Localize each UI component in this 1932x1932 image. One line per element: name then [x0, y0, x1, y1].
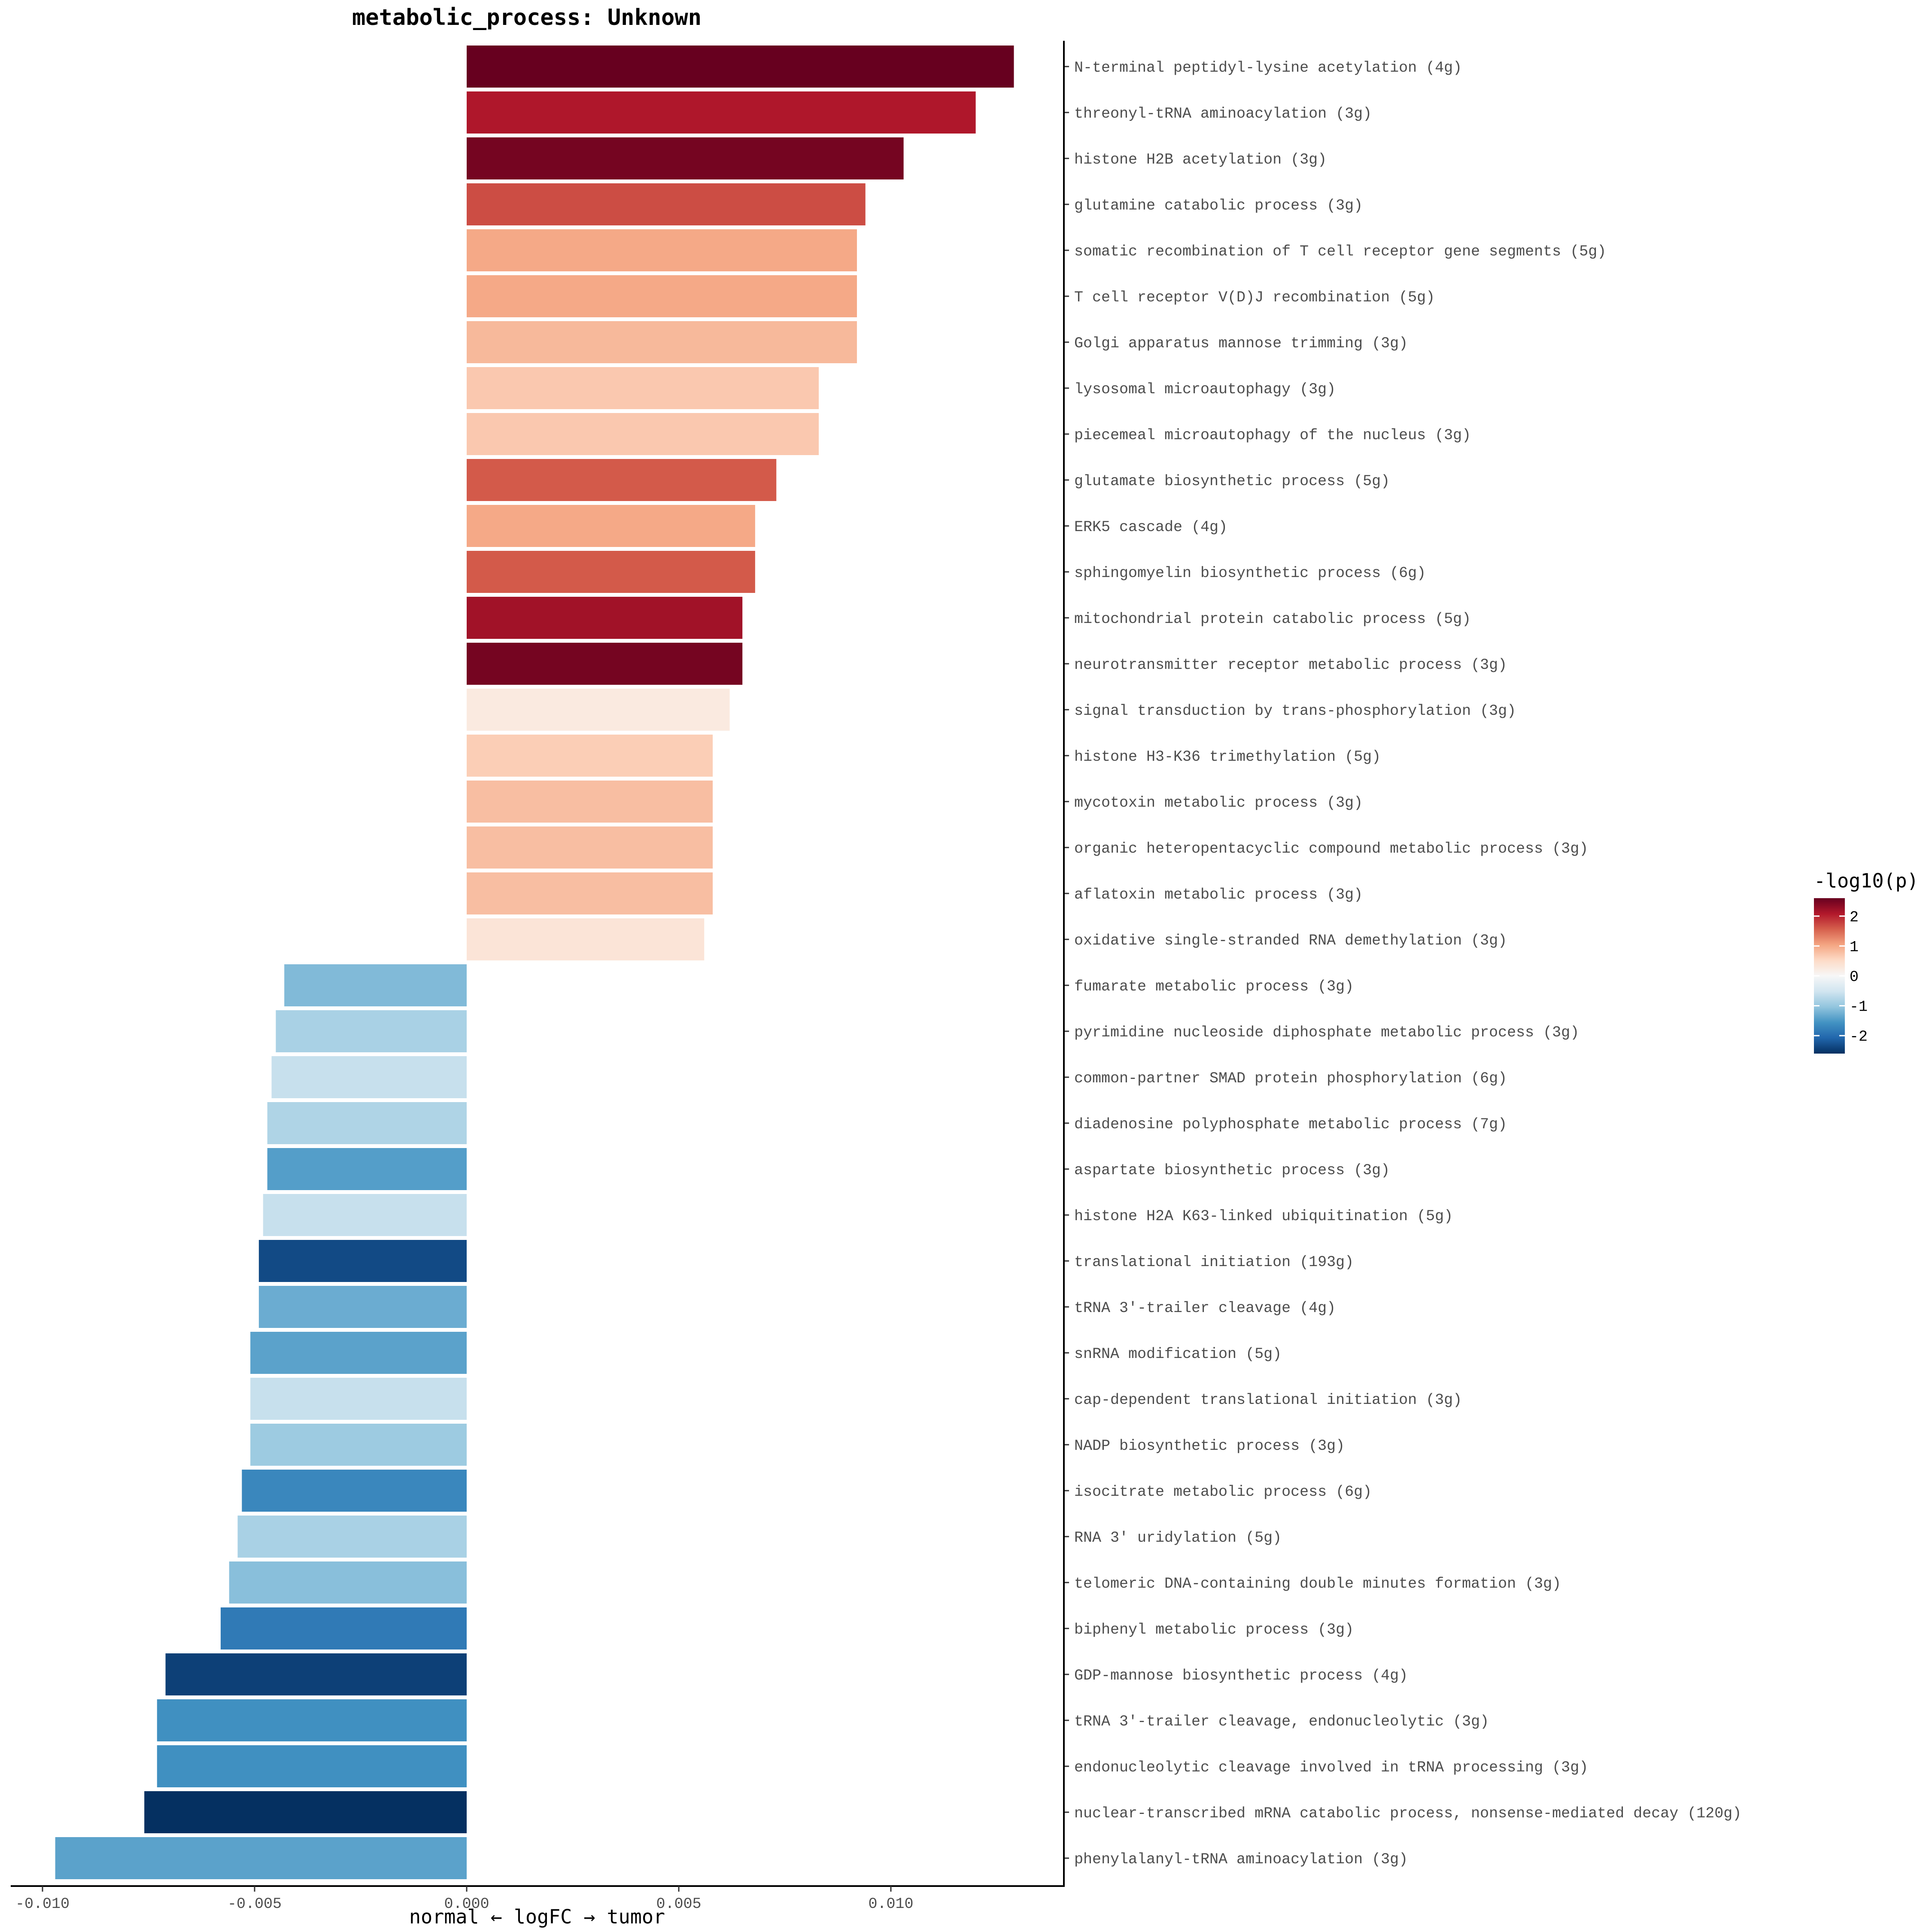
category-label: translational initiation (193g) — [1074, 1254, 1354, 1271]
category-label: signal transduction by trans-phosphoryla… — [1074, 702, 1516, 720]
category-label: tRNA 3'-trailer cleavage (4g) — [1074, 1300, 1336, 1317]
bar — [467, 229, 857, 271]
category-label: endonucleolytic cleavage involved in tRN… — [1074, 1759, 1588, 1776]
bar — [467, 413, 819, 455]
bar — [467, 183, 866, 225]
category-label: N-terminal peptidyl-lysine acetylation (… — [1074, 59, 1462, 76]
chart-title: metabolic_process: Unknown — [352, 5, 702, 30]
category-label: pyrimidine nucleoside diphosphate metabo… — [1074, 1024, 1579, 1041]
x-axis-ticks: -0.010 -0.005 0.000 0.005 0.010 — [15, 1886, 914, 1913]
bar — [157, 1745, 467, 1787]
legend-tick-label: -2 — [1850, 1028, 1868, 1045]
bar — [263, 1194, 467, 1236]
x-tick-label: 0.005 — [656, 1896, 701, 1913]
legend-tick-label: 2 — [1850, 909, 1859, 926]
x-tick-label: -0.005 — [228, 1896, 282, 1913]
category-label: mitochondrial protein catabolic process … — [1074, 611, 1471, 628]
category-label: nuclear-transcribed mRNA catabolic proce… — [1074, 1805, 1741, 1822]
color-legend: -log10(p) 2 1 0 -1 -2 — [1814, 869, 1919, 1054]
bar — [467, 321, 857, 363]
legend-title: -log10(p) — [1814, 869, 1919, 892]
category-label: telomeric DNA-containing double minutes … — [1074, 1575, 1561, 1592]
category-label: fumarate metabolic process (3g) — [1074, 978, 1354, 995]
bar — [165, 1653, 467, 1695]
bars-group — [55, 46, 1014, 1879]
bar — [250, 1378, 467, 1420]
category-label: Golgi apparatus mannose trimming (3g) — [1074, 335, 1408, 352]
bar — [258, 1286, 467, 1328]
category-label: histone H3-K36 trimethylation (5g) — [1074, 748, 1381, 766]
category-label: snRNA modification (5g) — [1074, 1346, 1282, 1363]
bar — [467, 918, 705, 960]
bar — [271, 1056, 467, 1098]
bar — [284, 964, 467, 1006]
bar — [276, 1010, 467, 1052]
category-label: aspartate biosynthetic process (3g) — [1074, 1162, 1390, 1179]
x-tick-label: 0.000 — [444, 1896, 489, 1913]
legend-ticks: 2 1 0 -1 -2 — [1814, 909, 1868, 1045]
bar — [250, 1332, 467, 1374]
bar — [467, 367, 819, 409]
bar — [467, 505, 755, 547]
category-label: aflatoxin metabolic process (3g) — [1074, 886, 1363, 903]
category-label: glutamate biosynthetic process (5g) — [1074, 473, 1390, 490]
category-label: histone H2B acetylation (3g) — [1074, 151, 1327, 168]
bar — [242, 1470, 467, 1512]
category-label: T cell receptor V(D)J recombination (5g) — [1074, 289, 1435, 306]
category-label: oxidative single-stranded RNA demethylat… — [1074, 932, 1507, 949]
bar — [467, 551, 755, 593]
bar — [467, 137, 904, 179]
bar — [467, 46, 1014, 88]
category-label: common-partner SMAD protein phosphorylat… — [1074, 1070, 1507, 1087]
category-label: tRNA 3'-trailer cleavage, endonucleolyti… — [1074, 1713, 1489, 1730]
bar — [250, 1424, 467, 1466]
category-label: organic heteropentacyclic compound metab… — [1074, 840, 1588, 857]
category-label: isocitrate metabolic process (6g) — [1074, 1483, 1372, 1501]
legend-tick-label: 0 — [1850, 969, 1859, 986]
bar — [467, 597, 743, 639]
legend-tick-label: 1 — [1850, 939, 1859, 956]
bar — [467, 689, 730, 731]
category-labels: N-terminal peptidyl-lysine acetylation (… — [1064, 59, 1741, 1868]
category-label: lysosomal microautophagy (3g) — [1074, 381, 1336, 398]
category-label: neurotransmitter receptor metabolic proc… — [1074, 656, 1507, 674]
bar — [267, 1148, 467, 1190]
bar — [144, 1791, 467, 1833]
bar — [467, 735, 713, 777]
category-label: cap-dependent translational initiation (… — [1074, 1391, 1462, 1409]
bar — [467, 826, 713, 869]
category-label: sphingomyelin biosynthetic process (6g) — [1074, 565, 1426, 582]
category-label: RNA 3' uridylation (5g) — [1074, 1529, 1282, 1546]
category-label: threonyl-tRNA aminoacylation (3g) — [1074, 105, 1372, 122]
bar — [229, 1561, 467, 1604]
x-tick-label: -0.010 — [15, 1896, 70, 1913]
bar — [467, 91, 976, 134]
x-tick-label: 0.010 — [868, 1896, 913, 1913]
category-label: diadenosine polyphosphate metabolic proc… — [1074, 1116, 1507, 1133]
category-label: mycotoxin metabolic process (3g) — [1074, 794, 1363, 811]
bar — [258, 1240, 467, 1282]
category-label: GDP-mannose biosynthetic process (4g) — [1074, 1667, 1408, 1684]
category-label: somatic recombination of T cell receptor… — [1074, 243, 1606, 260]
category-label: piecemeal microautophagy of the nucleus … — [1074, 427, 1471, 444]
bar — [220, 1607, 467, 1649]
bar — [267, 1102, 467, 1144]
bar — [467, 643, 743, 685]
bar — [467, 459, 777, 501]
legend-tick-label: -1 — [1850, 999, 1868, 1016]
bar — [467, 275, 857, 317]
category-label: histone H2A K63-linked ubiquitination (5… — [1074, 1208, 1453, 1225]
category-label: glutamine catabolic process (3g) — [1074, 197, 1363, 214]
x-axis-title: normal ← logFC → tumor — [409, 1905, 665, 1928]
bar — [157, 1699, 467, 1741]
bar — [467, 872, 713, 914]
category-label: NADP biosynthetic process (3g) — [1074, 1437, 1345, 1455]
bar — [55, 1837, 467, 1879]
bar — [467, 781, 713, 823]
category-label: ERK5 cascade (4g) — [1074, 519, 1227, 536]
bar — [237, 1516, 467, 1558]
category-label: biphenyl metabolic process (3g) — [1074, 1621, 1354, 1638]
category-label: phenylalanyl-tRNA aminoacylation (3g) — [1074, 1851, 1408, 1868]
